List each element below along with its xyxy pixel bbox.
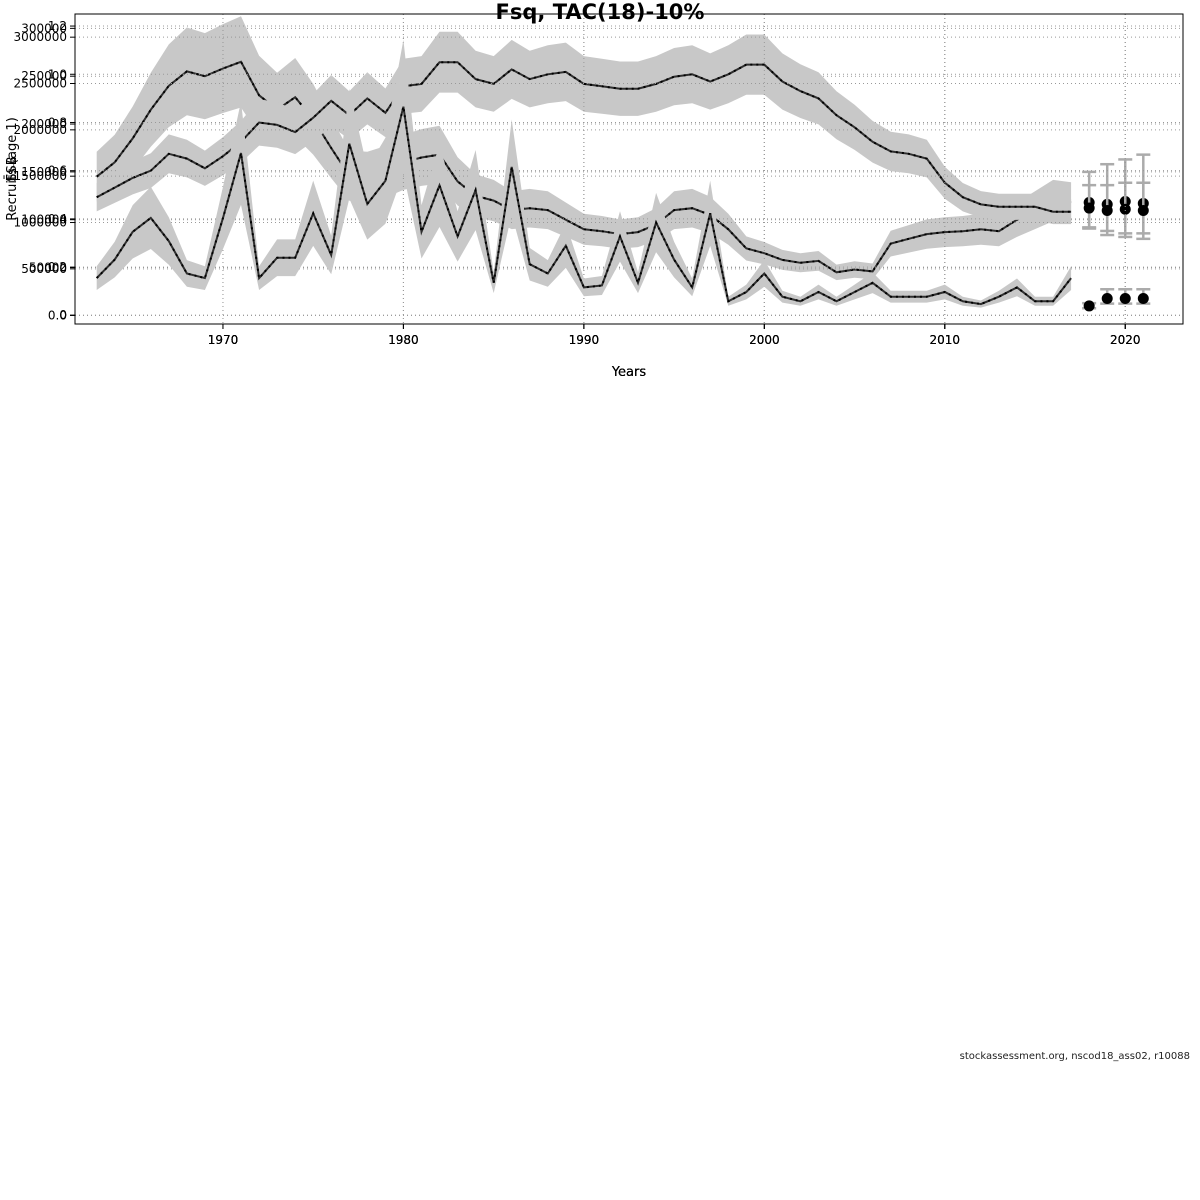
svg-text:1.0: 1.0 bbox=[48, 67, 67, 81]
svg-text:0: 0 bbox=[59, 308, 67, 322]
svg-text:Years: Years bbox=[611, 365, 647, 380]
svg-text:0.6: 0.6 bbox=[48, 164, 67, 178]
svg-text:2010: 2010 bbox=[930, 333, 961, 347]
footnote: stockassessment.org, nscod18_ass02, r100… bbox=[959, 1051, 1190, 1062]
svg-text:1980: 1980 bbox=[388, 333, 419, 347]
svg-text:0.8: 0.8 bbox=[48, 115, 67, 129]
svg-text:0.2: 0.2 bbox=[48, 260, 67, 274]
svg-text:100000: 100000 bbox=[21, 213, 67, 227]
svg-text:1990: 1990 bbox=[569, 333, 600, 347]
svg-text:150000: 150000 bbox=[21, 165, 67, 179]
svg-text:250000: 250000 bbox=[21, 69, 67, 83]
svg-text:1.2: 1.2 bbox=[48, 19, 67, 33]
svg-text:SSB: SSB bbox=[5, 156, 20, 181]
svg-text:0.4: 0.4 bbox=[48, 212, 67, 226]
svg-text:1500000: 1500000 bbox=[14, 169, 67, 183]
svg-text:Recruits (age 1): Recruits (age 1) bbox=[5, 117, 20, 221]
svg-text:3000000: 3000000 bbox=[14, 30, 67, 44]
svg-text:2000: 2000 bbox=[749, 333, 780, 347]
svg-text:1970: 1970 bbox=[208, 333, 239, 347]
svg-text:1980: 1980 bbox=[388, 333, 419, 347]
svg-text:2000: 2000 bbox=[749, 333, 780, 347]
svg-text:1980: 1980 bbox=[388, 333, 419, 347]
svg-text:Years: Years bbox=[611, 365, 647, 380]
svg-text:2020: 2020 bbox=[1110, 333, 1141, 347]
svg-text:1990: 1990 bbox=[569, 333, 600, 347]
svg-text:200000: 200000 bbox=[21, 117, 67, 131]
svg-text:1000000: 1000000 bbox=[14, 216, 67, 230]
recruits-panel: 1970 1980 1990 2000 2010 2020 0 500000 1000000 15… bbox=[0, 0, 1200, 400]
svg-text:F̄₂₋₄: F̄₂₋₄ bbox=[5, 157, 20, 182]
svg-text:300000: 300000 bbox=[21, 21, 67, 35]
svg-text:2010: 2010 bbox=[930, 333, 961, 347]
svg-text:2020: 2020 bbox=[1110, 333, 1141, 347]
recruits-chart: 1970 1980 1990 2000 2010 2020 0 500000 1000000 15… bbox=[5, 13, 1184, 380]
svg-text:50000: 50000 bbox=[29, 261, 67, 275]
svg-text:2020: 2020 bbox=[1110, 333, 1141, 347]
svg-text:1970: 1970 bbox=[208, 333, 239, 347]
svg-text:0: 0 bbox=[59, 308, 67, 322]
svg-text:1990: 1990 bbox=[569, 333, 600, 347]
svg-text:1970: 1970 bbox=[208, 333, 239, 347]
svg-text:2000: 2000 bbox=[749, 333, 780, 347]
svg-text:500000: 500000 bbox=[21, 262, 67, 276]
svg-text:Years: Years bbox=[611, 365, 647, 380]
page-title: Fsq, TAC(18)-10% bbox=[495, 0, 705, 24]
svg-text:2010: 2010 bbox=[930, 333, 961, 347]
svg-text:2000000: 2000000 bbox=[14, 123, 67, 137]
svg-text:2500000: 2500000 bbox=[14, 77, 67, 91]
svg-text:0.0: 0.0 bbox=[48, 308, 67, 322]
